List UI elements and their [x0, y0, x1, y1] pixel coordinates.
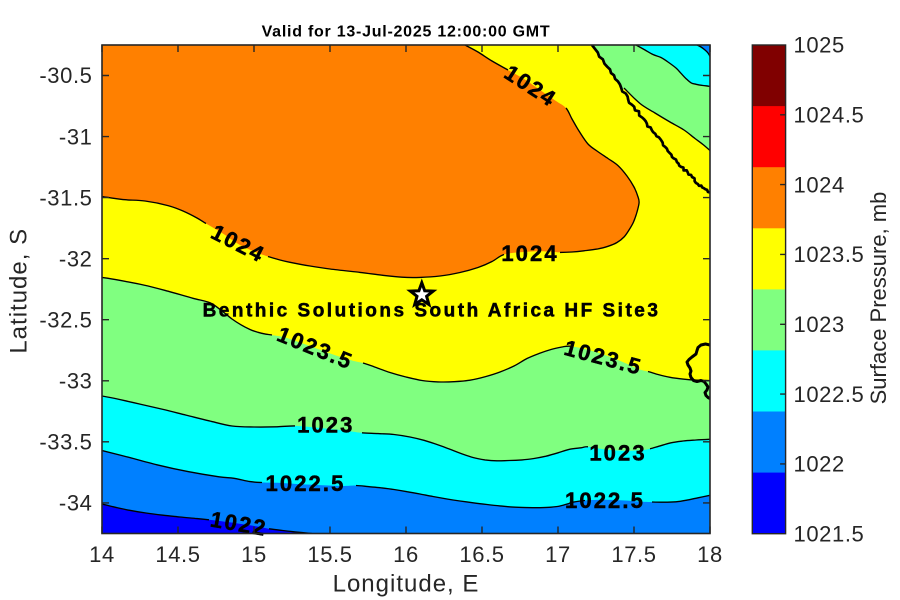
svg-text:18: 18	[697, 542, 723, 567]
svg-text:1024: 1024	[794, 172, 845, 197]
svg-text:16: 16	[393, 542, 419, 567]
svg-text:-31: -31	[59, 124, 93, 149]
svg-text:-32: -32	[59, 246, 93, 271]
svg-text:14: 14	[89, 542, 115, 567]
svg-text:Valid for 13-Jul-2025 12:00:00: Valid for 13-Jul-2025 12:00:00 GMT	[262, 24, 551, 41]
svg-text:1022.5: 1022.5	[794, 382, 865, 407]
svg-text:-33.5: -33.5	[39, 430, 92, 455]
svg-text:1025: 1025	[794, 33, 845, 58]
svg-text:-32.5: -32.5	[39, 307, 92, 332]
svg-text:-31.5: -31.5	[39, 185, 92, 210]
svg-text:-30.5: -30.5	[39, 63, 92, 88]
svg-text:1021.5: 1021.5	[794, 521, 865, 546]
svg-text:1023.5: 1023.5	[794, 242, 865, 267]
svg-text:17: 17	[545, 542, 571, 567]
svg-text:-34: -34	[59, 491, 93, 516]
svg-text:1024.5: 1024.5	[794, 103, 865, 128]
svg-text:16.5: 16.5	[459, 542, 504, 567]
svg-text:Surface Pressure, mb: Surface Pressure, mb	[866, 192, 891, 405]
svg-text:1022: 1022	[794, 452, 845, 477]
svg-text:1023: 1023	[794, 312, 845, 337]
svg-text:14.5: 14.5	[155, 542, 200, 567]
svg-text:17.5: 17.5	[611, 542, 656, 567]
svg-text:Longitude, E: Longitude, E	[333, 571, 480, 598]
svg-text:15: 15	[241, 542, 267, 567]
svg-text:-33: -33	[59, 369, 93, 394]
svg-text:1022.5: 1022.5	[565, 488, 645, 513]
svg-text:1023: 1023	[589, 441, 646, 466]
svg-text:Latitude, S: Latitude, S	[6, 228, 33, 354]
svg-text:Benthic Solutions South Africa: Benthic Solutions South Africa HF Site3	[203, 301, 661, 322]
svg-text:15.5: 15.5	[307, 542, 352, 567]
svg-text:1024: 1024	[501, 241, 558, 266]
svg-text:1022.5: 1022.5	[266, 471, 346, 496]
svg-text:1023: 1023	[297, 412, 354, 437]
